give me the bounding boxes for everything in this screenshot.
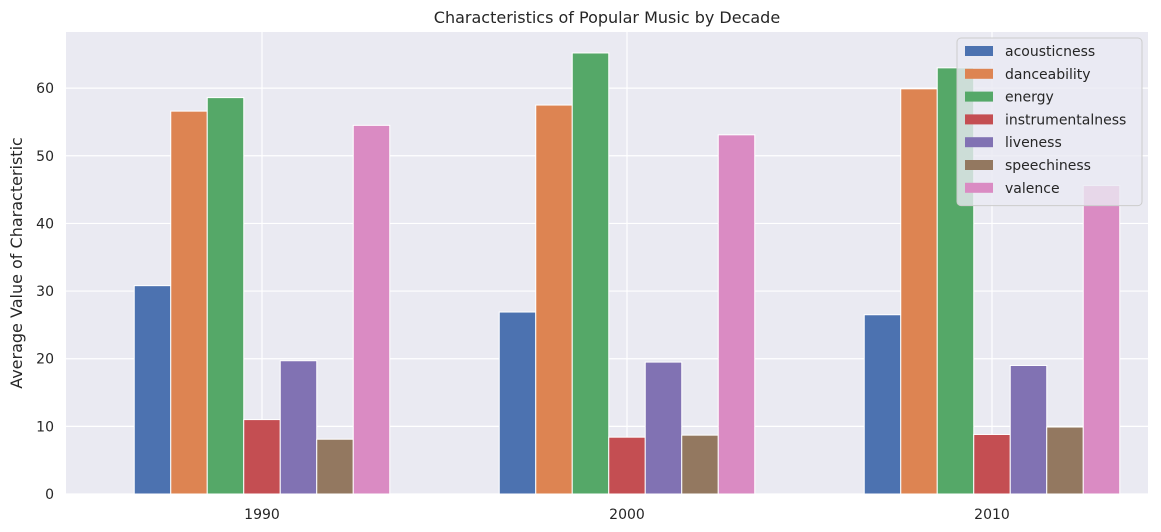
bar-speechiness-2010 (1046, 426, 1084, 495)
bars (133, 52, 1121, 495)
y-axis-label: Average Value of Characteristic (7, 137, 26, 389)
bar-liveness-2010 (1009, 364, 1048, 495)
axis-ticks: 0 10 20 30 40 50 60 1990 2000 2010 (36, 81, 1010, 523)
y-tick-label: 60 (36, 81, 54, 97)
bar-valence-2000 (717, 134, 756, 495)
chart-title: Characteristics of Popular Music by Deca… (434, 8, 780, 27)
legend-swatch-acousticness (965, 46, 993, 56)
x-tick-label: 2000 (609, 507, 645, 523)
bar-danceability-1990 (170, 110, 208, 495)
legend-label-energy: energy (1005, 90, 1054, 106)
y-tick-label: 10 (36, 419, 54, 435)
legend-swatch-liveness (965, 137, 993, 148)
legend-label-instrumentalness: instrumentalness (1005, 112, 1126, 128)
bar-acousticness-2010 (863, 314, 902, 495)
bar-instrumentalness-2000 (608, 436, 646, 495)
bar-speechiness-2000 (681, 434, 719, 495)
bar-instrumentalness-1990 (243, 419, 281, 495)
legend-swatch-energy (965, 91, 993, 102)
legend-label-valence: valence (1005, 181, 1060, 197)
y-tick-label: 50 (36, 149, 54, 165)
y-tick-label: 0 (45, 487, 54, 503)
y-tick-label: 40 (36, 216, 54, 232)
legend-label-liveness: liveness (1005, 135, 1062, 151)
legend: acousticness danceability energy instrument… (956, 37, 1143, 207)
legend-frame (956, 37, 1143, 207)
legend-swatch-instrumentalness (965, 114, 993, 125)
legend-label-acousticness: acousticness (1005, 44, 1095, 60)
bar-valence-2010 (1082, 185, 1121, 495)
bar-valence-1990 (352, 124, 391, 495)
bar-acousticness-2000 (498, 311, 537, 495)
legend-swatch-danceability (965, 68, 993, 79)
bar-danceability-2000 (535, 104, 573, 495)
legend-swatch-valence (965, 182, 993, 193)
bar-speechiness-1990 (316, 438, 354, 495)
y-tick-label: 20 (36, 352, 54, 368)
bar-liveness-2000 (644, 361, 683, 495)
x-tick-label: 1990 (244, 507, 280, 523)
bar-energy-2000 (571, 52, 610, 495)
legend-swatch-speechiness (965, 160, 993, 170)
legend-label-danceability: danceability (1005, 67, 1091, 83)
bar-liveness-1990 (279, 360, 318, 495)
bar-instrumentalness-2010 (973, 433, 1011, 495)
bar-danceability-2010 (900, 88, 938, 495)
y-tick-label: 30 (36, 284, 54, 300)
bar-acousticness-1990 (133, 285, 172, 495)
bar-energy-1990 (206, 97, 245, 495)
legend-label-speechiness: speechiness (1005, 158, 1091, 174)
x-tick-label: 2010 (974, 507, 1010, 523)
